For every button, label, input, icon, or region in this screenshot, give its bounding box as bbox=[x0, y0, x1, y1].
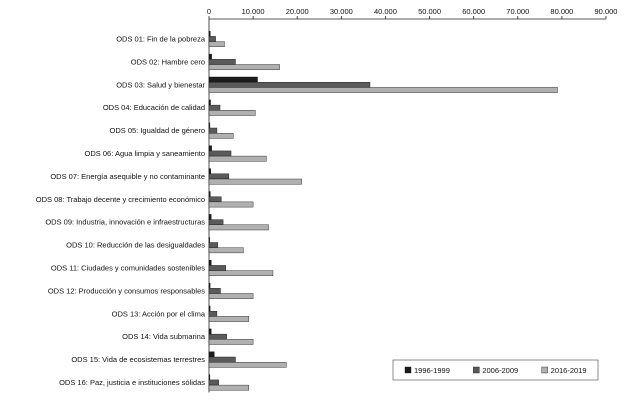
bar-2006-2009 bbox=[208, 59, 236, 65]
legend-swatch bbox=[404, 366, 412, 374]
bars bbox=[208, 31, 558, 391]
bar-2016-2019 bbox=[208, 362, 287, 368]
x-tick-label: 40.000 bbox=[374, 7, 397, 16]
bar-2016-2019 bbox=[208, 293, 254, 299]
bar-1996-1999 bbox=[208, 374, 211, 381]
x-tick-label: 60.000 bbox=[462, 7, 485, 16]
bar-1996-1999 bbox=[208, 99, 211, 106]
category-label: ODS 02: Hambre cero bbox=[131, 57, 205, 66]
bar-2006-2009 bbox=[208, 219, 224, 226]
bar-2006-2009 bbox=[208, 265, 226, 271]
bar-2006-2009 bbox=[208, 127, 218, 134]
bar-2006-2009 bbox=[208, 196, 222, 203]
category-label: ODS 11: Ciudades y comunidades sostenibl… bbox=[51, 264, 205, 273]
bar-1996-1999 bbox=[208, 145, 212, 152]
bar-1996-1999 bbox=[208, 351, 215, 358]
x-tick-label: 80.000 bbox=[550, 7, 573, 16]
category-label: ODS 04: Educación de calidad bbox=[103, 103, 205, 112]
bar-1996-1999 bbox=[208, 260, 212, 266]
bar-2006-2009 bbox=[208, 311, 218, 317]
bar-2006-2009 bbox=[208, 333, 227, 340]
category-label: ODS 16: Paz, justicia e instituciones só… bbox=[59, 378, 205, 387]
bar-2016-2019 bbox=[208, 87, 558, 93]
bar-2016-2019 bbox=[208, 110, 256, 116]
bar-2016-2019 bbox=[208, 384, 249, 391]
x-tick-label: 50.000 bbox=[418, 7, 441, 16]
category-label: ODS 13: Acción por el clima bbox=[112, 309, 206, 318]
bar-1996-1999 bbox=[208, 191, 211, 197]
bar-1996-1999 bbox=[208, 237, 210, 243]
bar-2016-2019 bbox=[208, 247, 244, 254]
x-tick-label: 70.000 bbox=[506, 7, 529, 16]
category-label: ODS 12: Producción y consumos responsabl… bbox=[48, 286, 205, 295]
x-tick-label: 90.000 bbox=[595, 7, 618, 16]
bar-2016-2019 bbox=[208, 132, 234, 139]
bar-1996-1999 bbox=[208, 31, 211, 37]
bar-1996-1999 bbox=[208, 53, 212, 60]
category-label: ODS 10: Reducción de las desigualdades bbox=[66, 241, 205, 250]
category-label: ODS 05: Igualdad de género bbox=[110, 126, 206, 135]
category-label: ODS 03: Salud y bienestar bbox=[116, 80, 205, 89]
bar-2016-2019 bbox=[208, 339, 254, 345]
legend-swatch bbox=[473, 366, 480, 374]
bar-1996-1999 bbox=[208, 214, 212, 220]
bar-1996-1999 bbox=[208, 122, 211, 129]
category-labels: ODS 01: Fin de la pobreza ODS 02: Hambre … bbox=[36, 35, 206, 388]
bar-2016-2019 bbox=[208, 270, 274, 277]
bar-2016-2019 bbox=[208, 155, 267, 162]
bar-1996-1999 bbox=[208, 328, 212, 335]
bar-2006-2009 bbox=[208, 150, 232, 157]
bar-2006-2009 bbox=[208, 379, 219, 386]
bar-1996-1999 bbox=[208, 282, 211, 289]
legend-label: 2016-2019 bbox=[551, 366, 587, 375]
bar-2006-2009 bbox=[208, 81, 371, 88]
bar-2016-2019 bbox=[208, 41, 225, 47]
legend-swatch bbox=[541, 366, 548, 374]
category-label: ODS 15: Vida de ecosistemas terrestres bbox=[71, 355, 205, 364]
x-tick-label: 20.000 bbox=[286, 7, 309, 16]
bar-1996-1999 bbox=[208, 76, 258, 83]
bar-2006-2009 bbox=[208, 242, 219, 248]
bar-2006-2009 bbox=[208, 104, 221, 111]
x-tick-label: 10.000 bbox=[242, 7, 265, 16]
legend: 1996-1999 2006-2009 2016-2019 bbox=[392, 359, 599, 381]
bar-2016-2019 bbox=[208, 201, 254, 208]
bar-2016-2019 bbox=[208, 316, 249, 322]
bar-1996-1999 bbox=[208, 168, 211, 175]
x-tick-label: 30.000 bbox=[330, 7, 353, 16]
category-label: ODS 07: Energía asequible y no contamina… bbox=[50, 172, 205, 181]
bar-2016-2019 bbox=[208, 178, 302, 185]
bar-2006-2009 bbox=[208, 356, 236, 363]
x-tick-label: 0 bbox=[207, 7, 211, 16]
bar-2016-2019 bbox=[208, 224, 269, 231]
category-label: ODS 14: Vida submarina bbox=[122, 332, 206, 341]
category-label: ODS 08: Trabajo decente y crecimiento ec… bbox=[36, 195, 205, 204]
bar-2006-2009 bbox=[208, 173, 230, 180]
bar-2016-2019 bbox=[208, 64, 280, 70]
bar-2006-2009 bbox=[208, 36, 216, 42]
bar-1996-1999 bbox=[208, 305, 211, 312]
category-label: ODS 06: Agua limpia y saneamiento bbox=[85, 149, 205, 158]
bar-2006-2009 bbox=[208, 288, 221, 294]
legend-label: 1996-1999 bbox=[414, 366, 450, 375]
category-label: ODS 09: Industria, innovación e infraest… bbox=[45, 218, 205, 227]
category-label: ODS 01: Fin de la pobreza bbox=[116, 35, 206, 44]
legend-box bbox=[392, 359, 599, 381]
legend-label: 2006-2009 bbox=[482, 366, 518, 375]
